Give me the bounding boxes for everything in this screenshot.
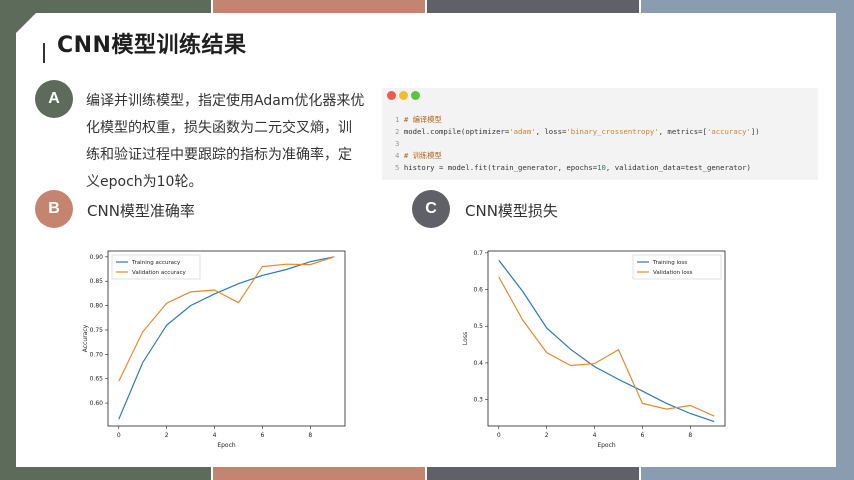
frame-strip-green-bottom [0,467,211,480]
frame-strip-slate-top [427,0,639,13]
y-tick-label: 0.6 [473,287,483,294]
page-title: CNN模型训练结果 [57,33,247,58]
x-tick-label: 2 [545,432,549,439]
line-number: 4 [395,151,400,160]
code-token: , loss= [535,127,567,136]
y-tick-label: 0.5 [473,323,483,330]
y-tick-label: 0.4 [473,360,483,367]
code-line-1: 1 # 编译模型 [395,115,442,125]
frame-side-left [0,0,16,480]
y-tick-label: 0.7 [473,250,483,257]
y-tick-label: 0.60 [90,400,104,407]
description-line: 练和验证过程中要跟踪的指标为准确率，定 [86,147,352,163]
legend-box [111,254,201,280]
badge-c: C [412,190,450,228]
frame-strip-bluegray-top [641,0,854,13]
description-line: 义epoch为10轮。 [86,174,203,190]
code-line-5: 5 history = model.fit(train_generator, e… [395,163,751,172]
frame-strip-green-top [0,0,211,13]
frame-strip-terracotta-top [213,0,425,13]
code-block [382,88,818,180]
y-tick-label: 0.85 [90,278,104,285]
accuracy-chart: 0 2 4 6 8 0.60 0.65 0.70 0.75 0.80 0.85 0.90 Epoch Ac… [82,250,346,449]
frame-strip-slate-bottom [427,467,639,480]
line-number: 3 [395,139,400,148]
y-tick-label: 0.70 [90,351,104,358]
plot-frame [487,250,726,427]
window-maximize-dot [411,91,420,100]
legend-label: Training loss [652,260,687,266]
code-comment: # 编译模型 [403,115,442,124]
code-number: 10 [597,163,606,172]
badge-b: B [35,190,73,228]
legend-box [632,254,722,280]
plot-frame [107,250,346,427]
window-minimize-dot [399,91,408,100]
y-tick-label: 0.80 [90,303,104,310]
x-tick-label: 8 [688,432,692,439]
series-line-0 [498,259,715,423]
description-line: 编译并训练模型，指定使用Adam优化器来优 [86,93,365,109]
x-tick-label: 8 [308,432,312,439]
series-line-0 [118,256,335,420]
line-number: 5 [395,163,400,172]
legend-label: Validation loss [653,270,693,276]
y-axis-label: Accuracy [82,324,89,352]
code-token: ]) [750,127,760,136]
section-a-description: 编译并训练模型，指定使用Adam优化器来优 化模型的权重，损失函数为二元交叉熵，… [86,88,376,196]
x-tick-label: 2 [165,432,169,439]
code-comment: # 训练模型 [403,151,442,160]
code-token: , metrics=[ [658,127,707,136]
description-line: 化模型的权重，损失函数为二元交叉熵，训 [86,120,352,136]
line-number: 2 [395,127,400,136]
code-string: 'accuracy' [706,127,751,136]
line-number: 1 [395,115,400,124]
frame-strip-terracotta-bottom [213,467,425,480]
series-line-1 [118,256,335,382]
y-axis-label: Loss [462,332,469,345]
series-line-1 [498,276,715,417]
code-string: 'binary_crossentropy' [566,127,659,136]
x-tick-label: 4 [213,432,217,439]
x-tick-label: 0 [117,432,121,439]
section-c-label: CNN模型损失 [465,202,558,220]
graduation-cap-icon [16,13,45,63]
x-axis-label: Epoch [597,442,616,449]
frame-side-right [836,0,854,480]
legend-label: Validation accuracy [132,270,186,276]
y-tick-label: 0.3 [473,397,483,404]
loss-chart: 0 2 4 6 8 0.3 0.4 0.5 0.6 0.7 Epoch Loss Training lo… [462,250,726,449]
code-token: , validation_data=test_generator) [605,163,751,172]
x-tick-label: 6 [260,432,264,439]
code-token: history = model.fit(train_generator, epo… [403,163,598,172]
legend-label: Training accuracy [131,260,181,266]
section-b-label: CNN模型准确率 [87,202,195,220]
frame-strip-bluegray-bottom [641,467,854,480]
badge-a: A [35,80,73,118]
y-tick-label: 0.75 [90,327,104,334]
code-token: model.compile(optimizer= [403,127,510,136]
code-string: 'adam' [509,127,536,136]
x-tick-label: 6 [640,432,644,439]
code-line-3: 3 [395,139,399,148]
y-tick-label: 0.90 [90,254,104,261]
window-close-dot [387,91,396,100]
y-tick-label: 0.65 [90,376,104,383]
code-line-4: 4 # 训练模型 [395,151,442,161]
code-line-2: 2 model.compile(optimizer='adam', loss='… [395,127,760,136]
x-axis-label: Epoch [217,442,236,449]
x-tick-label: 4 [593,432,597,439]
x-tick-label: 0 [497,432,501,439]
